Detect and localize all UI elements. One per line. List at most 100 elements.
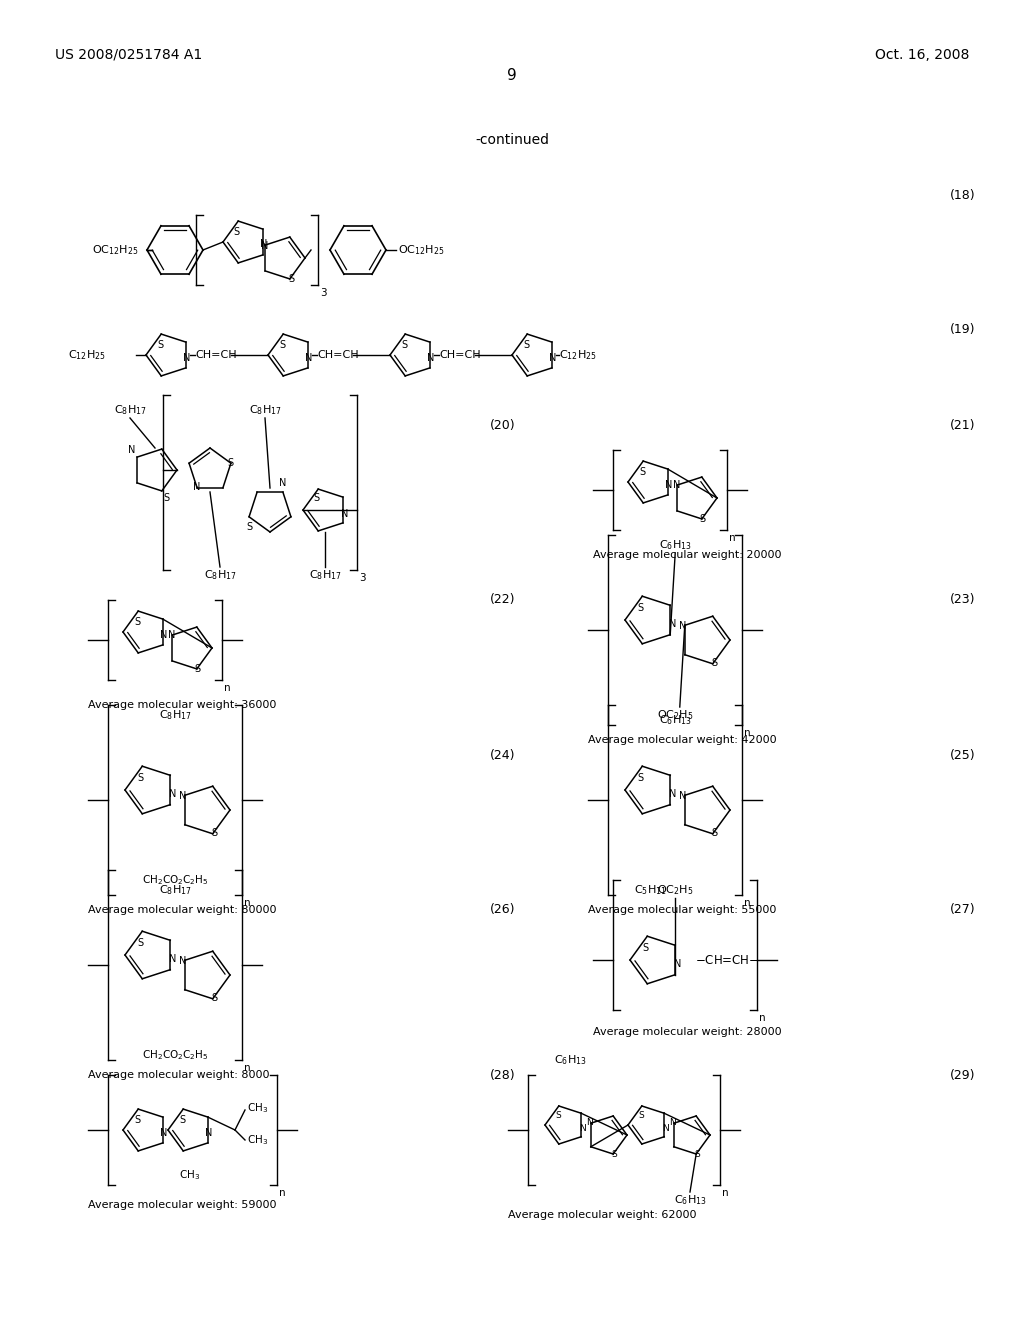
Text: CH$_2$CO$_2$C$_2$H$_5$: CH$_2$CO$_2$C$_2$H$_5$ <box>141 873 208 887</box>
Text: (28): (28) <box>490 1068 516 1081</box>
Text: S: S <box>699 513 706 524</box>
Text: CH$_3$: CH$_3$ <box>247 1133 268 1147</box>
Text: (23): (23) <box>950 594 976 606</box>
Text: 3: 3 <box>359 573 366 583</box>
Text: N: N <box>662 1123 669 1133</box>
Text: Average molecular weight: 28000: Average molecular weight: 28000 <box>593 1027 781 1038</box>
Text: N: N <box>549 352 556 363</box>
Text: N: N <box>669 788 676 799</box>
Text: C$_6$H$_{13}$: C$_6$H$_{13}$ <box>658 539 691 552</box>
Text: (29): (29) <box>950 1068 976 1081</box>
Text: N: N <box>168 630 175 640</box>
Text: C$_{12}$H$_{25}$: C$_{12}$H$_{25}$ <box>68 348 105 362</box>
Text: Average molecular weight: 62000: Average molecular weight: 62000 <box>508 1210 696 1220</box>
Text: (22): (22) <box>490 594 515 606</box>
Text: n: n <box>279 1188 286 1199</box>
Text: N: N <box>673 480 680 490</box>
Text: N: N <box>679 791 686 801</box>
Text: N: N <box>183 352 190 363</box>
Text: n: n <box>244 898 251 908</box>
Text: N: N <box>669 619 676 628</box>
Text: (27): (27) <box>950 903 976 916</box>
Text: n: n <box>722 1188 729 1199</box>
Text: Average molecular weight: 8000: Average molecular weight: 8000 <box>88 1071 269 1080</box>
Text: S: S <box>164 492 170 503</box>
Text: (19): (19) <box>950 323 976 337</box>
Text: N: N <box>341 510 348 519</box>
Text: S: S <box>611 1150 617 1159</box>
Text: S: S <box>712 657 718 668</box>
Text: OC$_2$H$_5$: OC$_2$H$_5$ <box>656 883 693 896</box>
Text: n: n <box>759 1012 766 1023</box>
Text: CH$_3$: CH$_3$ <box>247 1101 268 1115</box>
Text: S: S <box>233 227 240 238</box>
Text: n: n <box>729 533 735 543</box>
Text: S: S <box>313 494 319 503</box>
Text: S: S <box>134 616 140 627</box>
Text: (21): (21) <box>950 418 976 432</box>
Text: S: S <box>280 341 286 350</box>
Text: C$_5$H$_{11}$: C$_5$H$_{11}$ <box>634 883 667 896</box>
Text: Average molecular weight: 55000: Average molecular weight: 55000 <box>588 906 776 915</box>
Text: S: S <box>289 275 295 284</box>
Text: CH=CH: CH=CH <box>195 350 237 360</box>
Text: N: N <box>128 445 135 455</box>
Text: S: S <box>638 1111 644 1119</box>
Text: N: N <box>179 791 186 801</box>
Text: S: S <box>137 774 143 783</box>
Text: N: N <box>666 480 673 490</box>
Text: n: n <box>244 1063 251 1073</box>
Text: (20): (20) <box>490 418 516 432</box>
Text: N: N <box>280 478 287 488</box>
Text: N: N <box>679 622 686 631</box>
Text: -continued: -continued <box>475 133 549 147</box>
Text: S: S <box>555 1111 561 1119</box>
Text: N: N <box>160 630 168 640</box>
Text: CH$_3$: CH$_3$ <box>179 1168 201 1181</box>
Text: N: N <box>261 242 268 251</box>
Text: S: S <box>246 521 252 532</box>
Text: C$_8$H$_{17}$: C$_8$H$_{17}$ <box>159 883 191 896</box>
Text: S: S <box>137 939 143 948</box>
Text: S: S <box>401 341 408 350</box>
Text: S: S <box>639 467 645 477</box>
Text: 9: 9 <box>507 67 517 82</box>
Text: N: N <box>169 953 176 964</box>
Text: N: N <box>579 1123 586 1133</box>
Text: S: S <box>212 828 218 838</box>
Text: N: N <box>587 1118 593 1127</box>
Text: n: n <box>224 682 230 693</box>
Text: N: N <box>427 352 434 363</box>
Text: N: N <box>205 1127 213 1138</box>
Text: N: N <box>670 1118 676 1127</box>
Text: S: S <box>712 828 718 838</box>
Text: N: N <box>259 239 267 249</box>
Text: S: S <box>637 774 643 783</box>
Text: S: S <box>694 1150 700 1159</box>
Text: N: N <box>169 788 176 799</box>
Text: C$_8$H$_{17}$: C$_8$H$_{17}$ <box>159 708 191 722</box>
Text: Oct. 16, 2008: Oct. 16, 2008 <box>874 48 969 62</box>
Text: C$_8$H$_{17}$: C$_8$H$_{17}$ <box>204 568 237 582</box>
Text: Average molecular weight: 36000: Average molecular weight: 36000 <box>88 700 276 710</box>
Text: N: N <box>305 352 312 363</box>
Text: US 2008/0251784 A1: US 2008/0251784 A1 <box>55 48 203 62</box>
Text: CH=CH: CH=CH <box>439 350 480 360</box>
Text: N: N <box>160 1127 168 1138</box>
Text: S: S <box>637 603 643 614</box>
Text: Average molecular weight: 80000: Average molecular weight: 80000 <box>88 906 276 915</box>
Text: (26): (26) <box>490 903 515 916</box>
Text: S: S <box>157 341 163 350</box>
Text: OC$_{12}$H$_{25}$: OC$_{12}$H$_{25}$ <box>92 243 138 257</box>
Text: S: S <box>179 1115 185 1125</box>
Text: S: S <box>195 664 201 675</box>
Text: (24): (24) <box>490 748 515 762</box>
Text: OC$_{12}$H$_{25}$: OC$_{12}$H$_{25}$ <box>398 243 444 257</box>
Text: C$_6$H$_{13}$: C$_6$H$_{13}$ <box>674 1193 707 1206</box>
Text: (25): (25) <box>950 748 976 762</box>
Text: C$_8$H$_{17}$: C$_8$H$_{17}$ <box>114 403 146 417</box>
Text: Average molecular weight: 42000: Average molecular weight: 42000 <box>588 735 776 744</box>
Text: n: n <box>744 729 751 738</box>
Text: N: N <box>194 482 201 492</box>
Text: OC$_2$H$_5$: OC$_2$H$_5$ <box>656 708 693 722</box>
